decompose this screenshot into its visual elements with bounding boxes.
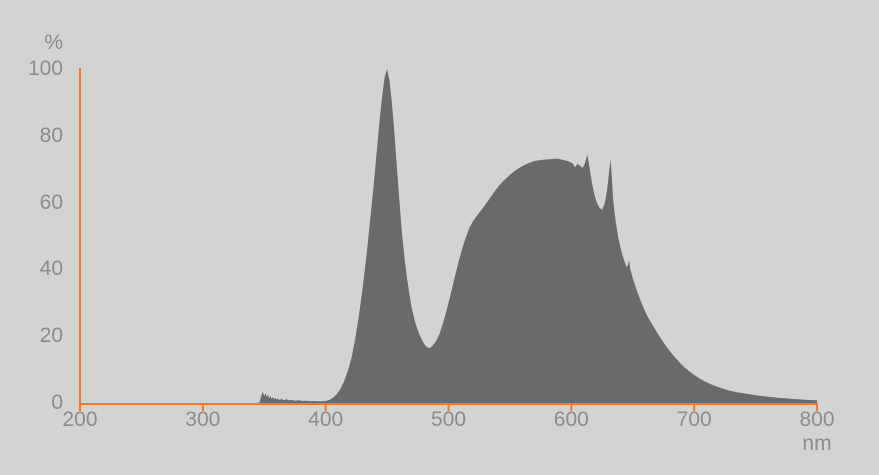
y-tick-label-80: 80 bbox=[39, 123, 63, 147]
x-tick-label-200: 200 bbox=[62, 408, 98, 431]
x-tick-label-300: 300 bbox=[185, 408, 221, 431]
x-tick-mark-800 bbox=[816, 403, 818, 411]
x-tick-label-500: 500 bbox=[430, 408, 467, 431]
x-tick-mark-700 bbox=[693, 403, 696, 411]
y-tick-label-0: 0 bbox=[51, 391, 63, 414]
x-tick-mark-400 bbox=[324, 403, 327, 411]
x-tick-label-600: 600 bbox=[553, 408, 589, 431]
x-tick-label-400: 400 bbox=[308, 408, 344, 431]
spectrum-area bbox=[80, 69, 817, 403]
y-tick-label-20: 20 bbox=[39, 324, 63, 348]
x-tick-mark-500 bbox=[447, 403, 450, 411]
x-tick-mark-300 bbox=[201, 403, 204, 411]
y-tick-label-60: 60 bbox=[39, 190, 63, 214]
x-tick-label-800: 800 bbox=[799, 408, 835, 431]
y-axis-unit-label: % bbox=[44, 31, 63, 54]
y-tick-label-100: 100 bbox=[27, 57, 63, 80]
y-tick-label-40: 40 bbox=[39, 257, 63, 281]
x-axis-unit-label: nm bbox=[802, 432, 832, 455]
axes bbox=[79, 68, 818, 411]
x-tick-label-700: 700 bbox=[676, 408, 712, 431]
y-axis-line bbox=[79, 68, 81, 411]
x-tick-mark-600 bbox=[570, 403, 573, 411]
